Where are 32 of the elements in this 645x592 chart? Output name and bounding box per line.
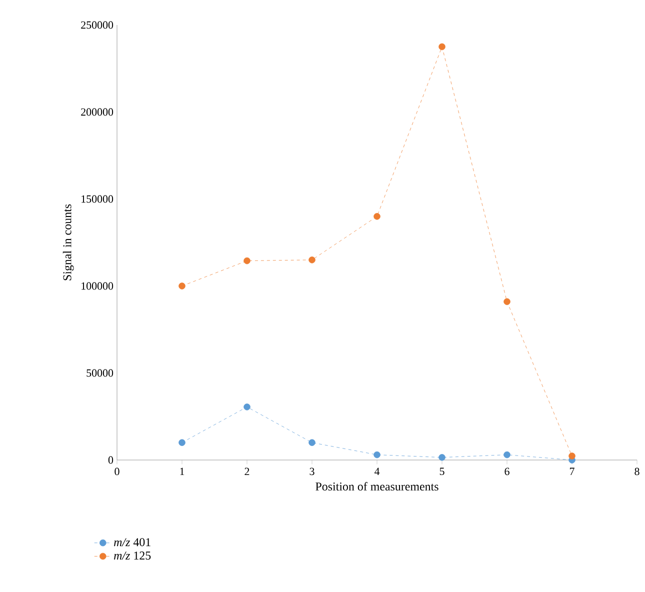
point bbox=[178, 282, 186, 290]
point bbox=[438, 454, 446, 461]
y-tick-label: 0 bbox=[108, 456, 114, 464]
point bbox=[244, 257, 250, 264]
point bbox=[374, 213, 380, 220]
point bbox=[504, 451, 510, 458]
y-tick-label: 100000 bbox=[82, 282, 114, 290]
point bbox=[308, 256, 316, 264]
x-tick-label: 6 bbox=[504, 468, 510, 476]
x-axis-title: Position of measurements bbox=[316, 482, 438, 491]
x-tick-label: 3 bbox=[310, 468, 314, 476]
point bbox=[308, 439, 316, 446]
x-tick-label: 0 bbox=[114, 468, 120, 476]
y-tick-label: 150000 bbox=[82, 195, 114, 203]
point bbox=[244, 404, 250, 410]
x-tick-label: 7 bbox=[570, 468, 574, 475]
x-tick-label: 2 bbox=[244, 468, 250, 476]
point bbox=[568, 452, 576, 460]
x-tick-label: 1 bbox=[180, 468, 184, 476]
point bbox=[504, 298, 510, 306]
x-tick-label: 5 bbox=[440, 468, 444, 476]
y-tick-label: 200000 bbox=[81, 108, 114, 116]
point bbox=[178, 439, 186, 446]
point bbox=[374, 451, 380, 458]
point bbox=[438, 43, 446, 50]
x-tick-label: 4 bbox=[374, 468, 380, 475]
legend-label: m/z 401 bbox=[114, 538, 150, 546]
y-tick-label: 250000 bbox=[81, 21, 114, 29]
legend-label: m/z 125 bbox=[114, 552, 151, 560]
y-axis-title: Signal in counts bbox=[62, 204, 74, 280]
x-tick-label: 8 bbox=[634, 468, 640, 476]
y-tick-label: 50000 bbox=[86, 369, 114, 377]
